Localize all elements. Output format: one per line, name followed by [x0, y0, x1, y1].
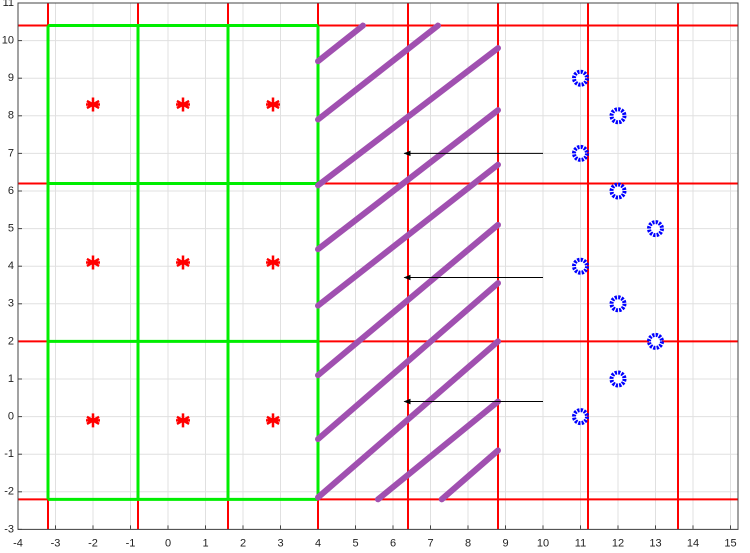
x-tick-label: 0 [165, 537, 171, 549]
asterisk-marker [266, 255, 280, 270]
asterisk-marker [86, 97, 100, 112]
x-tick-label: 15 [724, 537, 736, 549]
circle-marker [572, 69, 589, 87]
y-tick-label: -3 [4, 523, 14, 535]
y-tick-label: 4 [8, 260, 14, 272]
hatch-line [315, 280, 501, 443]
asterisk-marker [266, 97, 280, 112]
hatch-line [315, 107, 501, 253]
hatch-line [438, 447, 501, 503]
x-tick-label: -1 [126, 537, 136, 549]
y-tick-label: 8 [8, 110, 14, 122]
x-tick-label: 1 [202, 537, 208, 549]
y-tick-label: 5 [8, 223, 14, 235]
y-tick-label: -2 [4, 486, 14, 498]
hatch-line [315, 22, 366, 65]
circle-marker [572, 144, 589, 162]
axes-box [17, 2, 739, 530]
y-tick-label: 11 [3, 0, 14, 9]
y-tick-label: 7 [8, 147, 14, 159]
x-tick-label: 13 [649, 537, 661, 549]
y-tick-label: 10 [2, 35, 14, 47]
hatch-line [315, 338, 501, 501]
hatch-line [315, 161, 501, 309]
hatch-line [315, 22, 441, 123]
y-tick-label: 0 [8, 411, 14, 423]
hatch-line [315, 221, 501, 379]
asterisk-marker [176, 97, 190, 112]
asterisk-marker [86, 255, 100, 270]
x-tick-label: 9 [502, 537, 508, 549]
hatch-line [375, 398, 501, 503]
hatch-line [315, 45, 501, 189]
y-tick-label: 1 [8, 373, 14, 385]
x-tick-label: -2 [88, 537, 98, 549]
circle-marker [609, 370, 627, 388]
x-tick-label: 11 [575, 537, 586, 549]
x-tick-label: 12 [612, 537, 624, 549]
x-tick-label: -4 [13, 537, 23, 549]
x-tick-label: 14 [687, 537, 699, 549]
circle-marker [647, 332, 664, 350]
asterisk-marker [86, 413, 100, 428]
y-tick-label: 6 [8, 185, 14, 197]
x-tick-label: 10 [537, 537, 549, 549]
x-tick-label: 4 [315, 537, 321, 549]
asterisk-marker [176, 413, 190, 428]
asterisk-marker [266, 413, 280, 428]
circle-marker [572, 408, 589, 426]
circle-marker [609, 107, 627, 125]
circle-marker [609, 295, 627, 313]
circle-marker [609, 182, 627, 200]
x-tick-label: 6 [390, 537, 396, 549]
circle-marker [572, 257, 589, 275]
x-tick-label: 8 [465, 537, 471, 549]
y-tick-label: 9 [8, 72, 14, 84]
y-tick-label: 2 [8, 335, 14, 347]
x-tick-label: 5 [352, 537, 358, 549]
x-tick-label: -3 [51, 537, 61, 549]
circle-marker [647, 220, 664, 238]
y-tick-label: 3 [8, 298, 14, 310]
x-tick-label: 3 [277, 537, 283, 549]
x-tick-label: 2 [240, 537, 246, 549]
y-tick-label: -1 [4, 448, 14, 460]
asterisk-marker [176, 255, 190, 270]
x-tick-label: 7 [427, 537, 433, 549]
